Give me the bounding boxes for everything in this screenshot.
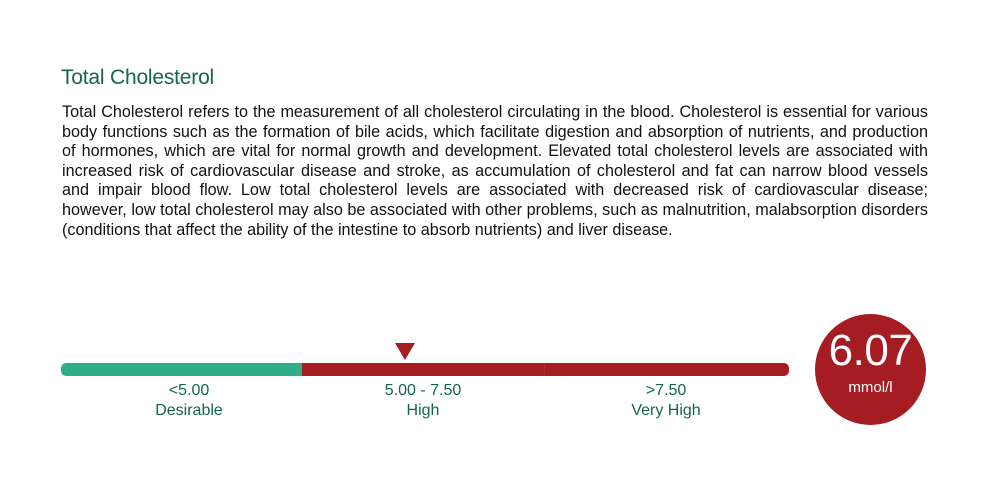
result-badge: 6.07 mmol/l: [815, 314, 926, 425]
range-category: Desirable: [155, 402, 223, 419]
result-value: 6.07: [828, 326, 913, 375]
range-category: High: [406, 402, 440, 419]
result-unit: mmol/l: [848, 379, 893, 396]
range-value: >7.50: [645, 382, 687, 399]
range-label-very-high: >7.50 Very High: [566, 381, 766, 421]
gauge-segment-desirable: [61, 363, 302, 376]
gauge-segment-very-high: [544, 363, 789, 376]
gauge-segment-high: [302, 363, 544, 376]
result-marker-icon: [395, 343, 415, 360]
range-label-high: 5.00 - 7.50 High: [323, 381, 523, 421]
range-label-desirable: <5.00 Desirable: [89, 381, 289, 421]
range-category: Very High: [631, 402, 701, 419]
range-gauge: [61, 363, 789, 376]
description-text: Total Cholesterol refers to the measurem…: [62, 103, 928, 239]
range-value: 5.00 - 7.50: [384, 382, 462, 399]
range-value: <5.00: [168, 382, 210, 399]
section-title: Total Cholesterol: [61, 66, 215, 89]
